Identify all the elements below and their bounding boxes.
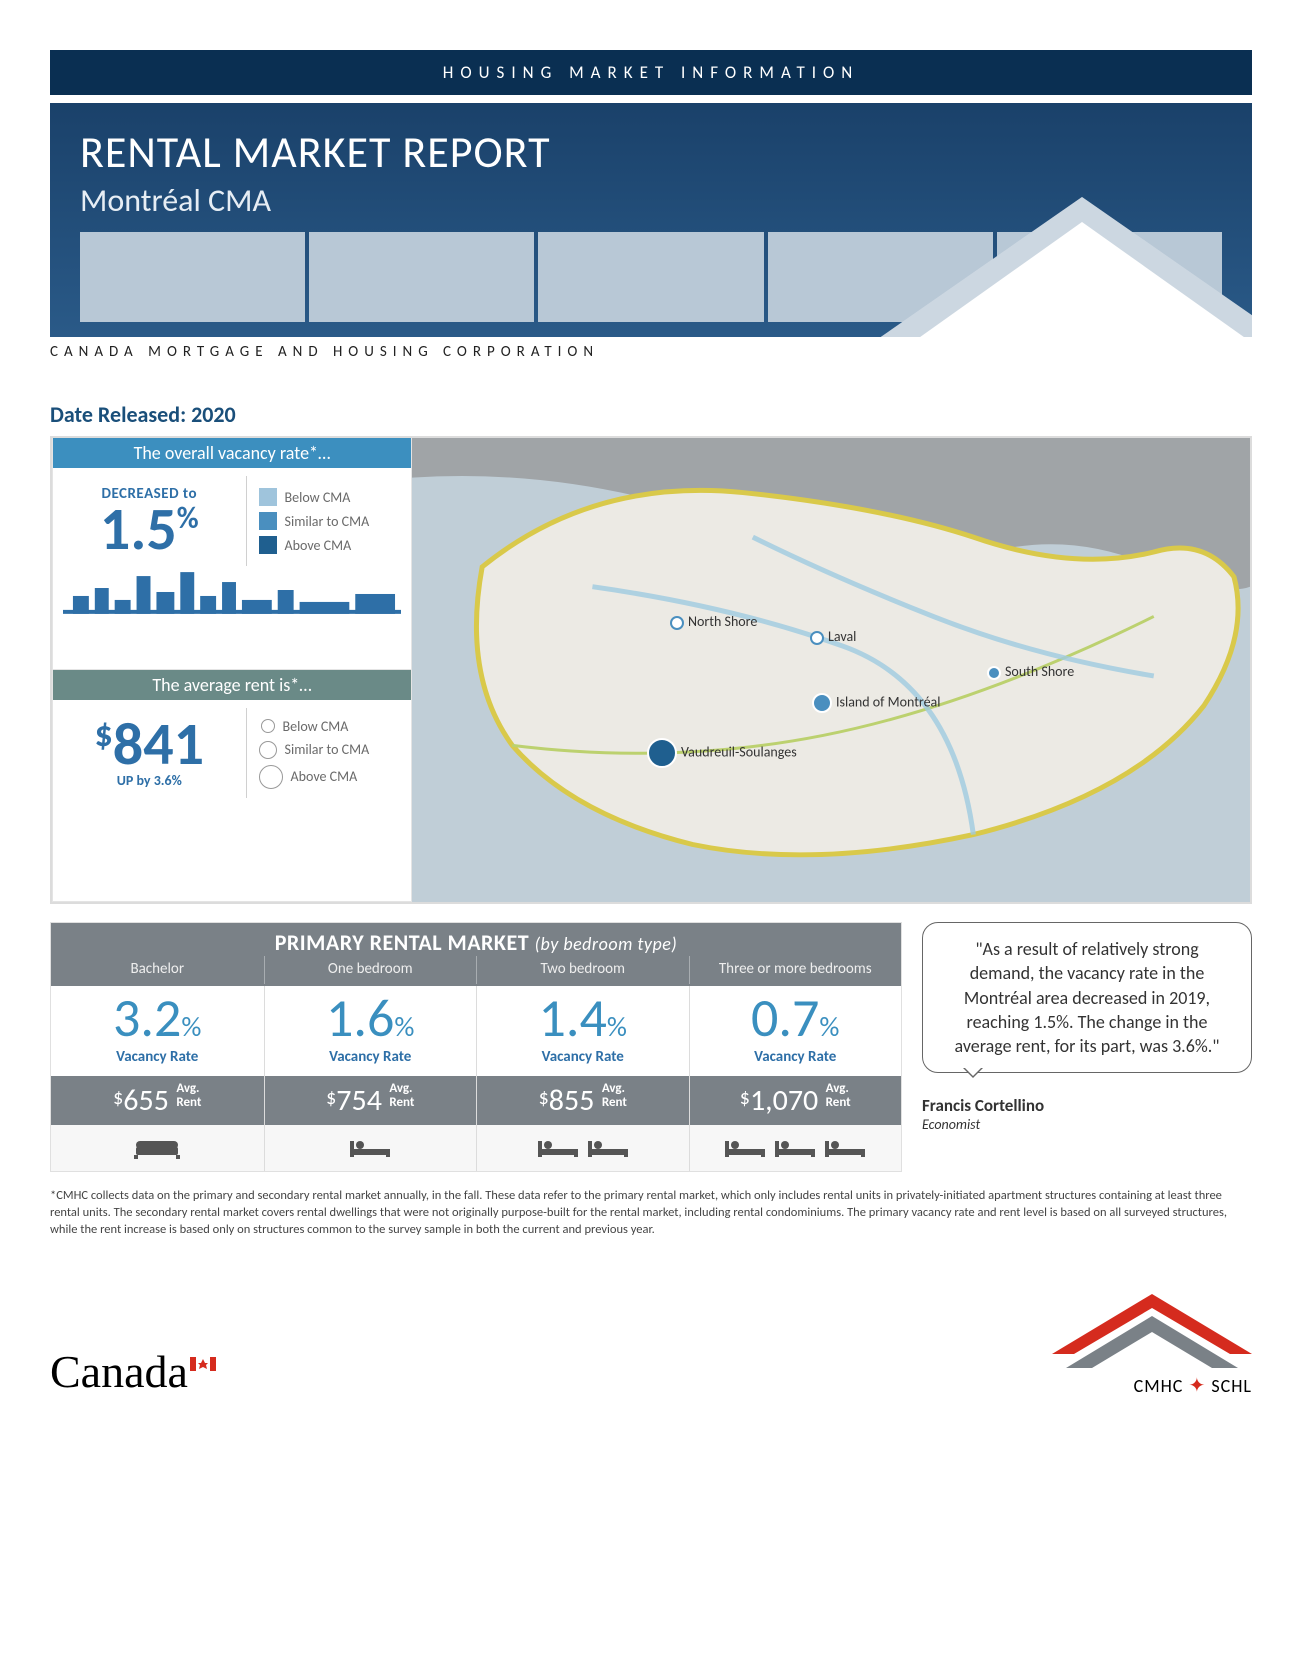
legend-label: Below CMA — [285, 489, 351, 506]
marker-dot-icon — [987, 666, 1001, 680]
quote-author-role: Economist — [922, 1116, 1252, 1133]
marker-dot-icon — [670, 616, 684, 630]
prm-header: PRIMARY RENTAL MARKET (by bedroom type) … — [51, 923, 901, 986]
map-graphic — [412, 438, 1250, 902]
cmhc-logo: CMHC ✦ SCHL — [1052, 1294, 1252, 1398]
avg-rent-row: $655 Avg.Rent — [51, 1076, 264, 1125]
prm-column-header: Three or more bedrooms — [689, 956, 902, 984]
quote-block: "As a result of relatively strong demand… — [922, 922, 1252, 1133]
bed-icons — [265, 1125, 477, 1171]
prm-cell: 1.4% Vacancy Rate $855 Avg.Rent — [476, 986, 689, 1171]
dashboard: The overall vacancy rate*… DECREASED to … — [50, 436, 1252, 904]
rent-trend-label: UP by 3.6% — [65, 772, 234, 789]
bed-icons — [477, 1125, 689, 1171]
skyline-graphic — [53, 566, 411, 614]
hero-banner: RENTAL MARKET REPORT Montréal CMA — [50, 103, 1252, 337]
maple-leaf-icon: ✦ — [1189, 1374, 1207, 1398]
quote-author-name: Francis Cortellino — [922, 1095, 1252, 1116]
marker-label: North Shore — [688, 613, 757, 630]
roof-graphic — [852, 197, 1252, 337]
avg-rent-row: $855 Avg.Rent — [477, 1076, 689, 1125]
rent-value: $841 — [65, 718, 234, 772]
marker-label: Vaudreuil-Soulanges — [681, 743, 797, 760]
legend-label: Above CMA — [291, 768, 358, 785]
map-marker: South Shore — [987, 663, 1074, 680]
rent-panel: The average rent is*… $841 UP by 3.6% Be… — [52, 670, 412, 902]
quote-bubble: "As a result of relatively strong demand… — [922, 922, 1252, 1073]
canada-flag-icon — [190, 1357, 216, 1373]
legend-circle-above-icon — [259, 765, 283, 789]
legend-swatch-similar-icon — [259, 512, 277, 530]
legend-label: Below CMA — [283, 718, 349, 735]
date-released: Date Released: 2020 — [50, 401, 1252, 428]
legend-label: Similar to CMA — [285, 513, 370, 530]
vacancy-rate-value: 1.4% — [477, 996, 689, 1042]
prm-title: PRIMARY RENTAL MARKET — [275, 929, 529, 956]
divider — [246, 476, 247, 566]
map-marker: Laval — [810, 628, 856, 645]
canada-wordmark: Canada — [50, 1345, 216, 1398]
cmhc-label-left: CMHC — [1134, 1375, 1184, 1397]
avg-rent-row: $754 Avg.Rent — [265, 1076, 477, 1125]
hero-photo — [538, 232, 763, 322]
map-marker: North Shore — [670, 613, 757, 630]
vacancy-panel: The overall vacancy rate*… DECREASED to … — [52, 438, 412, 670]
marker-dot-icon — [810, 631, 824, 645]
legend-label: Similar to CMA — [285, 741, 370, 758]
prm-column-header: Two bedroom — [476, 956, 689, 984]
vacancy-value: 1.5% — [65, 503, 234, 557]
map-marker: Island of Montréal — [812, 693, 940, 713]
rent-panel-title: The average rent is*… — [53, 670, 411, 700]
rent-legend: Below CMA Similar to CMA Above CMA — [259, 712, 399, 795]
bed-icons — [690, 1125, 902, 1171]
legend-circle-similar-icon — [259, 741, 277, 759]
prm-title-em: (by bedroom type) — [535, 933, 678, 955]
footer: Canada CMHC ✦ SCHL — [50, 1294, 1252, 1398]
agency-name: CANADA MORTGAGE AND HOUSING CORPORATION — [50, 343, 1252, 361]
prm-cell: 3.2% Vacancy Rate $655 Avg.Rent — [51, 986, 264, 1171]
report-title: RENTAL MARKET REPORT — [80, 125, 1222, 179]
vacancy-rate-value: 0.7% — [690, 996, 902, 1042]
hero-photo — [80, 232, 305, 322]
stat-panels: The overall vacancy rate*… DECREASED to … — [52, 438, 412, 902]
marker-dot-icon — [647, 738, 677, 768]
marker-dot-icon — [812, 693, 832, 713]
avg-rent-row: $1,070 Avg.Rent — [690, 1076, 902, 1125]
legend-label: Above CMA — [285, 537, 352, 554]
marker-label: Laval — [828, 628, 856, 645]
bed-icons — [51, 1125, 264, 1171]
marker-label: South Shore — [1005, 663, 1074, 680]
vacancy-rate-value: 1.6% — [265, 996, 477, 1042]
prm-cell: 1.6% Vacancy Rate $754 Avg.Rent — [264, 986, 477, 1171]
legend-swatch-below-icon — [259, 488, 277, 506]
hero-photo — [309, 232, 534, 322]
prm-column-header: One bedroom — [264, 956, 477, 984]
legend-swatch-above-icon — [259, 536, 277, 554]
primary-rental-market-table: PRIMARY RENTAL MARKET (by bedroom type) … — [50, 922, 902, 1172]
vacancy-legend: Below CMA Similar to CMA Above CMA — [259, 482, 399, 560]
prm-cell: 0.7% Vacancy Rate $1,070 Avg.Rent — [689, 986, 902, 1171]
divider — [246, 708, 247, 798]
cmhc-label-right: SCHL — [1211, 1375, 1252, 1397]
map-marker: Vaudreuil-Soulanges — [647, 738, 797, 768]
footnote: *CMHC collects data on the primary and s… — [50, 1188, 1252, 1239]
prm-column-header: Bachelor — [51, 956, 264, 984]
vacancy-rate-value: 3.2% — [51, 996, 264, 1042]
map-area: North Shore Laval South Shore Island of Mon… — [412, 438, 1250, 902]
vacancy-panel-title: The overall vacancy rate*… — [53, 438, 411, 468]
legend-circle-below-icon — [261, 719, 275, 733]
eyebrow-bar: HOUSING MARKET INFORMATION — [50, 50, 1252, 95]
marker-label: Island of Montréal — [836, 693, 940, 710]
cmhc-chevron-icon — [1052, 1294, 1252, 1372]
